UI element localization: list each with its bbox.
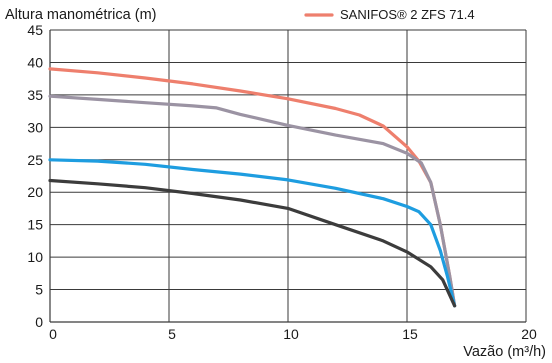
y-tick-label: 10 [27, 249, 43, 265]
legend: SANIFOS® 2 ZFS 71.4 [304, 7, 475, 22]
x-tick-label: 20 [521, 326, 537, 342]
x-tick-label: 15 [402, 326, 418, 342]
x-tick-label: 0 [49, 326, 57, 342]
series-line-4 [48, 178, 457, 308]
y-tick-label: 45 [27, 22, 43, 38]
y-tick-label: 40 [27, 54, 43, 70]
y-tick-label: 35 [27, 87, 43, 103]
y-tick-label: 5 [35, 282, 43, 298]
series-lines [48, 67, 457, 308]
series-line-3 [48, 158, 457, 308]
y-tick-label: 0 [35, 314, 43, 330]
grid [50, 29, 527, 322]
series-line-2 [48, 94, 457, 308]
y-tick-label: 15 [27, 217, 43, 233]
y-tick-label: 25 [27, 152, 43, 168]
x-tick-label: 10 [283, 326, 299, 342]
y-tick-label: 30 [27, 119, 43, 135]
legend-label: SANIFOS® 2 ZFS 71.4 [340, 7, 475, 22]
series-line-1 [48, 67, 457, 308]
axes: 0 5 10 15 20 25 30 35 40 45 0 5 10 15 20 [27, 22, 537, 342]
x-axis-title: Vazão (m³/h) [463, 344, 546, 360]
x-tick-label: 5 [168, 326, 176, 342]
y-axis-title: Altura manométrica (m) [5, 7, 156, 23]
y-tick-label: 20 [27, 184, 43, 200]
